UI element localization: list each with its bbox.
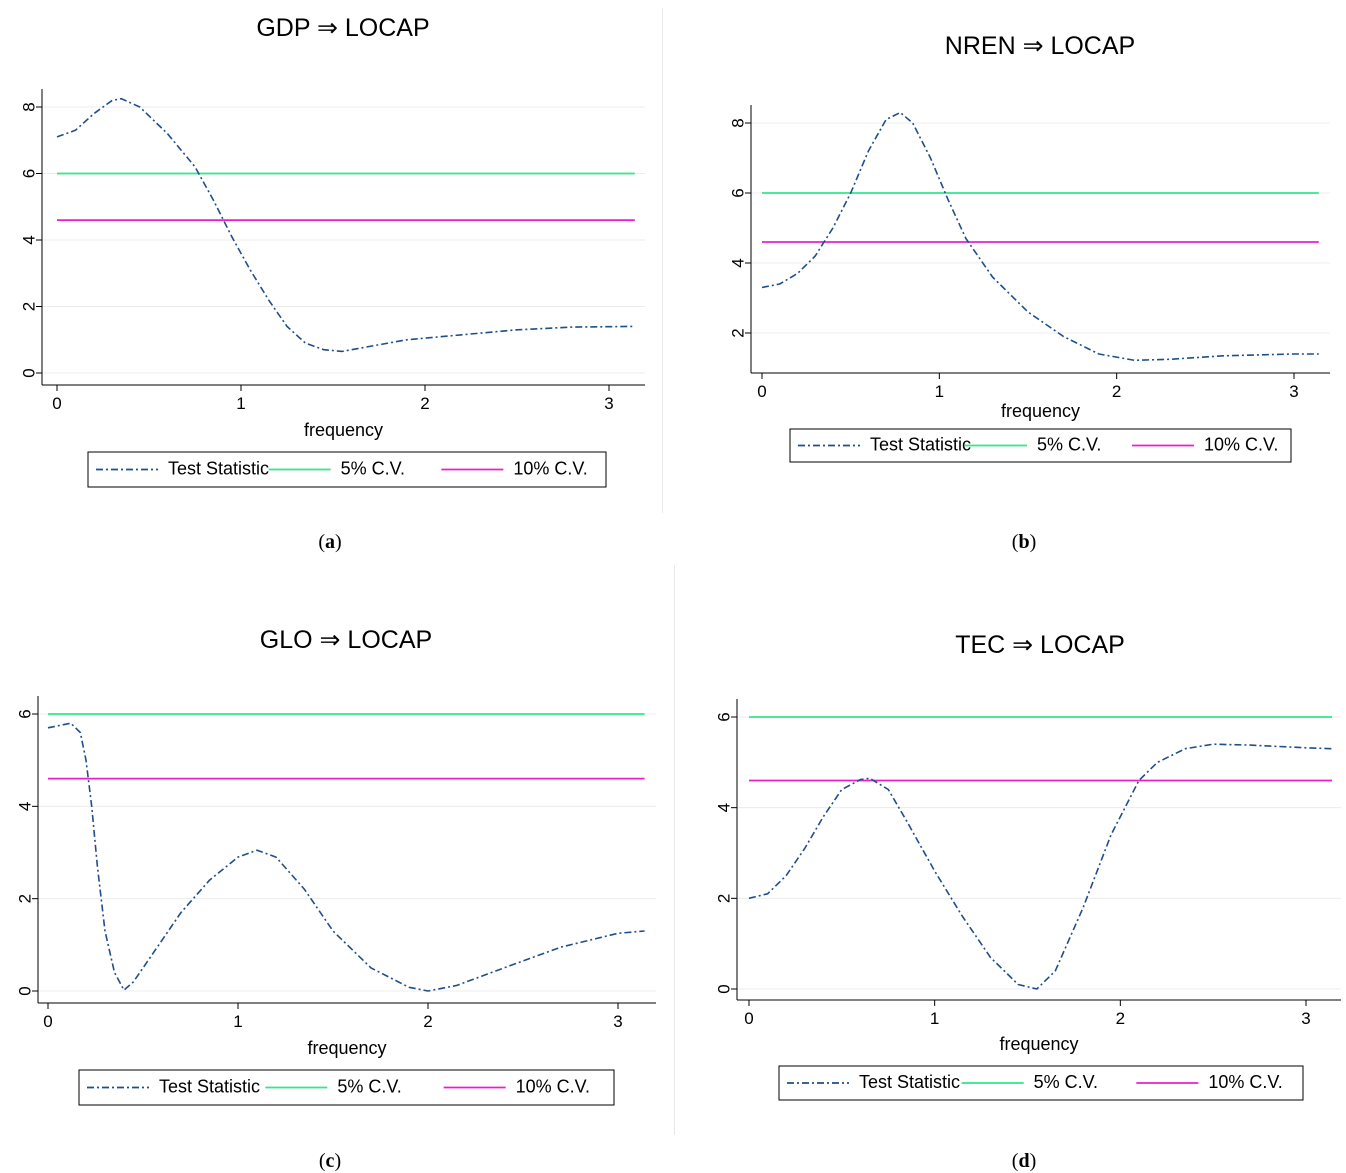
y-tick-label: 6 [728, 188, 747, 197]
x-tick-label: 3 [604, 394, 613, 413]
series-line-0 [748, 743, 1333, 990]
x-tick-label: 2 [423, 1012, 432, 1031]
x-tick-label: 1 [236, 394, 245, 413]
legend-label: 5% C.V. [1034, 1072, 1098, 1092]
x-tick-label: 0 [744, 1009, 753, 1028]
y-tick-label: 4 [728, 258, 747, 267]
chart-svg: GLO ⇒ LOCAP 0 2 4 6 0 1 2 3 frequency Test Statist… [15, 626, 656, 1106]
chart-svg: NREN ⇒ LOCAP 2 4 6 8 0 1 2 3 frequency Test Statis… [728, 32, 1330, 463]
x-tick-label: 1 [935, 382, 944, 401]
x-tick-label: 1 [233, 1012, 242, 1031]
x-tick-label: 0 [52, 394, 61, 413]
x-tick-label: 2 [1116, 1009, 1125, 1028]
x-tick-label: 0 [757, 382, 766, 401]
x-tick-label: 0 [43, 1012, 52, 1031]
legend-label: Test Statistic [159, 1076, 260, 1096]
y-tick-label: 2 [728, 328, 747, 337]
legend-label: 5% C.V. [1037, 434, 1101, 454]
x-axis-label: frequency [1001, 401, 1080, 421]
vertical-divider-bottom [674, 565, 675, 1135]
caption-a: (a) [318, 531, 342, 553]
x-tick-label: 2 [420, 394, 429, 413]
legend-label: Test Statistic [870, 434, 971, 454]
chart-panel-b: NREN ⇒ LOCAP 2 4 6 8 0 1 2 3 frequency Test Statis… [0, 0, 1346, 560]
caption-c: (c) [318, 1150, 342, 1172]
legend-label: 10% C.V. [516, 1076, 590, 1096]
chart-panel-c: GLO ⇒ LOCAP 0 2 4 6 0 1 2 3 frequency Test Statist… [0, 0, 662, 1173]
y-tick-label: 4 [19, 235, 38, 244]
y-tick-label: 4 [714, 803, 733, 812]
series-line-0 [47, 722, 645, 992]
legend-box [87, 451, 607, 488]
chart-title: GLO ⇒ LOCAP [260, 626, 432, 654]
y-tick-label: 6 [714, 712, 733, 721]
legend-label: 5% C.V. [337, 1076, 401, 1096]
legend-box [789, 428, 1292, 463]
y-tick-label: 6 [15, 709, 34, 718]
y-tick-label: 2 [714, 894, 733, 903]
legend-label: 10% C.V. [1208, 1072, 1282, 1092]
y-tick-label: 6 [19, 169, 38, 178]
series-line-0 [56, 97, 635, 353]
x-tick-label: 3 [1289, 382, 1298, 401]
legend-label: Test Statistic [168, 458, 269, 478]
y-tick-label: 8 [728, 118, 747, 127]
chart-panel-a: GDP ⇒ LOCAP 0 2 4 6 8 0 1 2 3 frequency Test Statis… [0, 0, 662, 560]
chart-svg: GDP ⇒ LOCAP 0 2 4 6 8 0 1 2 3 frequency Test Statis… [19, 14, 645, 488]
legend-box [778, 1065, 1304, 1101]
vertical-divider-top [662, 8, 663, 513]
x-tick-label: 1 [930, 1009, 939, 1028]
y-tick-label: 2 [15, 894, 34, 903]
legend-label: 5% C.V. [341, 458, 405, 478]
caption-b: (b) [1011, 531, 1037, 553]
caption-d: (d) [1011, 1150, 1037, 1172]
chart-title: NREN ⇒ LOCAP [945, 32, 1135, 60]
x-axis-label: frequency [304, 420, 383, 440]
legend-box [78, 1069, 615, 1106]
y-tick-label: 4 [15, 802, 34, 811]
x-tick-label: 3 [1301, 1009, 1310, 1028]
x-tick-label: 2 [1112, 382, 1121, 401]
series-line-0 [761, 111, 1319, 362]
x-tick-label: 3 [613, 1012, 622, 1031]
legend-label: 10% C.V. [513, 458, 587, 478]
chart-title: TEC ⇒ LOCAP [955, 631, 1125, 659]
y-tick-label: 0 [714, 984, 733, 993]
y-tick-label: 0 [15, 986, 34, 995]
x-axis-label: frequency [307, 1038, 386, 1058]
y-tick-label: 8 [19, 102, 38, 111]
x-axis-label: frequency [999, 1034, 1078, 1054]
y-tick-label: 2 [19, 302, 38, 311]
legend-label: 10% C.V. [1204, 434, 1278, 454]
chart-title: GDP ⇒ LOCAP [256, 14, 429, 42]
y-tick-label: 0 [19, 368, 38, 377]
legend-label: Test Statistic [859, 1072, 960, 1092]
